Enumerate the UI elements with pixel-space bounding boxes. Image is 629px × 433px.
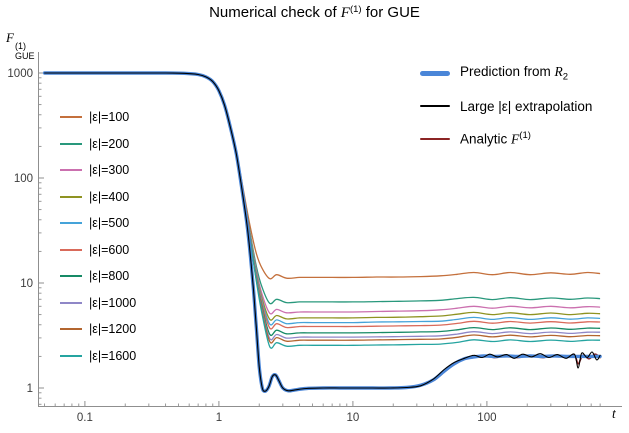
- title-superscript: (1): [349, 4, 362, 15]
- legend-item-eps-800: |ε|=800: [60, 263, 136, 290]
- title-text-prefix: Numerical check of: [209, 4, 341, 21]
- epsilon-legend: |ε|=100 |ε|=200 |ε|=300 |ε|=400 |ε|=500 |ε|=6…: [60, 104, 136, 369]
- legend-line-swatch: [60, 275, 82, 278]
- legend-line-swatch: [60, 328, 82, 331]
- y-tick-label: 1: [27, 383, 33, 395]
- y-axis-subscript: GUE: [14, 51, 35, 61]
- legend-line-swatch: [420, 70, 450, 76]
- legend-line-swatch: [60, 301, 82, 304]
- x-tick-label: 0.1: [77, 412, 93, 424]
- legend-line-swatch: [420, 138, 450, 140]
- x-axis-t-symbol: t: [612, 406, 616, 421]
- legend-item-analytic-f1: Analytic F(1): [420, 128, 592, 150]
- y-axis-superscript: (1): [14, 41, 26, 51]
- legend-line-swatch: [60, 195, 82, 198]
- legend-item-label: |ε|=400: [89, 189, 130, 204]
- legend-item-eps-100: |ε|=100: [60, 104, 136, 131]
- legend-line-swatch: [60, 142, 82, 145]
- legend-item-label: |ε|=100: [89, 110, 130, 125]
- legend-item-label: |ε|=1200: [89, 322, 137, 337]
- legend-item-label: |ε|=1600: [89, 348, 137, 363]
- legend-line-swatch: [60, 354, 82, 357]
- legend-item-label: |ε|=500: [89, 216, 130, 231]
- legend-line-swatch: [60, 116, 82, 119]
- legend-item-large-eps-extrapolation: Large |ε| extrapolation: [420, 95, 592, 117]
- legend-item-eps-200: |ε|=200: [60, 131, 136, 158]
- y-axis-label: F (1) GUE: [6, 30, 34, 61]
- legend-line-swatch: [420, 105, 450, 107]
- legend-line-swatch: [60, 222, 82, 225]
- legend-item-eps-1200: |ε|=1200: [60, 316, 136, 343]
- x-tick-label: 10: [347, 412, 360, 424]
- legend-item-eps-1000: |ε|=1000: [60, 290, 136, 317]
- y-tick-label: 100: [14, 173, 33, 185]
- legend-math-symbol: R: [554, 63, 563, 79]
- y-tick-label: 1000: [7, 68, 33, 80]
- legend-item-eps-500: |ε|=500: [60, 210, 136, 237]
- legend-math-script: (1): [519, 130, 531, 142]
- legend-item-label: |ε|=800: [89, 269, 130, 284]
- y-axis-scripts: (1) GUE: [15, 41, 35, 61]
- legend-line-swatch: [60, 248, 82, 251]
- legend-item-label: |ε|=1000: [89, 295, 137, 310]
- legend-line-swatch: [60, 169, 82, 172]
- y-axis-f-symbol: F: [6, 30, 14, 45]
- legend-item-eps-1600: |ε|=1600: [60, 343, 136, 370]
- legend-item-label: Analytic F(1): [460, 130, 531, 147]
- legend-item-eps-300: |ε|=300: [60, 157, 136, 184]
- legend-item-label: Large |ε| extrapolation: [460, 98, 593, 114]
- legend-math-script: 2: [562, 71, 569, 83]
- series-line-large-eps-extrapolation: [44, 72, 601, 392]
- title-f-symbol: F: [340, 5, 350, 21]
- chart-title: Numerical check of F(1) for GUE: [0, 4, 629, 22]
- legend-math-symbol: F: [511, 131, 520, 147]
- title-text-suffix: for GUE: [361, 4, 420, 21]
- legend-item-label: |ε|=200: [89, 136, 130, 151]
- legend-item-label: |ε|=600: [89, 242, 130, 257]
- legend-item-prediction-r2: Prediction from R2: [420, 62, 592, 84]
- x-tick-label: 1: [216, 412, 222, 424]
- legend-item-label: |ε|=300: [89, 163, 130, 178]
- x-axis-label: t: [612, 406, 616, 422]
- curve-legend: Prediction from R2 Large |ε| extrapolatio…: [420, 62, 592, 161]
- x-tick-label: 100: [477, 412, 496, 424]
- legend-item-label: Prediction from R2: [460, 63, 569, 83]
- legend-item-eps-600: |ε|=600: [60, 237, 136, 264]
- y-tick-label: 10: [20, 278, 33, 290]
- legend-item-eps-400: |ε|=400: [60, 184, 136, 211]
